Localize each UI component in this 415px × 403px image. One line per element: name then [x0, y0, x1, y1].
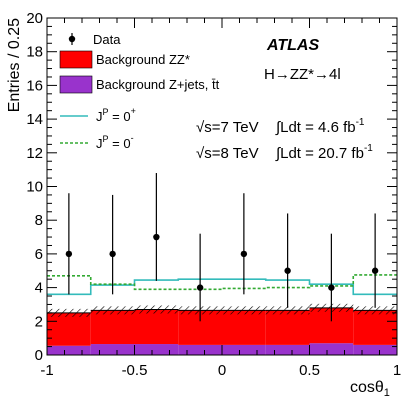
y-tick-labels: 0 2 4 6 8 10 12 14 16 18 20 [26, 10, 43, 364]
x-tick-label-1: -0.5 [122, 362, 148, 379]
lumi-8tev-value: ∫Ldt = 20.7 fb [275, 145, 364, 162]
legend: Data Background ZZ* Background Z+jets, t… [59, 32, 220, 151]
bar-zjets-2 [134, 344, 179, 355]
x-axis-title-sub: 1 [384, 387, 390, 399]
data-point-2 [153, 233, 160, 241]
legend-zjets-label: Background Z+jets, t̄t [96, 77, 220, 92]
data-point-4 [240, 250, 248, 258]
bar-zz-2 [134, 309, 179, 345]
x-axis-title-main: cosθ [350, 379, 384, 396]
bar-zz-4 [222, 310, 266, 345]
y-tick-label-6: 12 [26, 145, 43, 162]
data-point-1 [109, 250, 116, 258]
legend-data-label: Data [93, 32, 121, 47]
y-tick-label-1: 2 [35, 313, 43, 330]
y-axis-title: Entries / 0.25 [6, 18, 23, 112]
legend-zz-swatch [59, 50, 93, 69]
x-tick-label-3: 0.5 [299, 362, 320, 379]
x-tick-label-4: 1 [393, 362, 401, 379]
y-tick-label-0: 0 [35, 347, 43, 364]
data-point-0 [65, 250, 73, 258]
bar-zz-7 [353, 310, 397, 345]
y-tick-label-3: 6 [35, 246, 43, 263]
bar-zjets-3 [178, 344, 222, 355]
legend-0plus-label: JP = 0+ [96, 106, 136, 124]
process-label: H→ZZ*→4l [264, 66, 341, 83]
x-axis-title: cosθ1 [350, 379, 390, 399]
legend-0minus-mid: = 0 [109, 136, 131, 151]
energy-7tev: √s=7 TeV [196, 119, 259, 136]
x-tick-label-0: -1 [40, 362, 53, 379]
bar-zjets-4 [222, 344, 266, 355]
y-tick-label-5: 10 [26, 179, 43, 196]
x-tick-label-2: 0 [218, 362, 226, 379]
legend-0plus-sup2: + [131, 106, 136, 116]
legend-0plus-mid: = 0 [109, 109, 131, 124]
y-tick-label-7: 14 [26, 111, 43, 128]
data-point-3 [196, 284, 204, 291]
atlas-label: ATLAS [266, 37, 319, 54]
bar-zz-1 [90, 310, 135, 345]
y-tick-label-2: 4 [35, 280, 43, 297]
bar-zjets-6 [309, 343, 354, 355]
line-jp-0minus [47, 274, 397, 291]
legend-0plus-sup1: P [103, 107, 109, 117]
y-tick-label-10: 20 [26, 10, 43, 27]
bar-zjets-7 [353, 344, 397, 355]
lumi-8tev-unit-sup: -1 [364, 143, 373, 154]
data-point-6 [328, 284, 335, 291]
bar-zjets-5 [265, 344, 310, 355]
x-tick-labels: -1 -0.5 0 0.5 1 [40, 362, 401, 379]
legend-zjets-swatch [59, 75, 93, 94]
legend-zz-label: Background ZZ* [96, 52, 190, 67]
lumi-8tev: ∫Ldt = 20.7 fb-1 [275, 143, 373, 162]
bar-zjets-0 [47, 345, 91, 355]
data-point-7 [371, 267, 379, 274]
signal-hypothesis-lines [47, 274, 397, 296]
lumi-7tev-value: ∫Ldt = 4.6 fb [275, 119, 356, 136]
lumi-7tev-unit-sup: -1 [356, 117, 365, 128]
legend-0minus-sup1: P [103, 134, 109, 144]
axis-ticks [46, 17, 398, 356]
data-point-5 [284, 267, 291, 274]
y-tick-label-9: 18 [26, 44, 43, 61]
y-tick-label-4: 8 [35, 212, 43, 229]
legend-0plus-j: J [96, 109, 103, 124]
bar-zz-5 [265, 310, 310, 345]
legend-0minus-label: JP = 0- [96, 133, 134, 151]
bar-zz-0 [47, 312, 91, 346]
energy-8tev: √s=8 TeV [196, 145, 259, 162]
lumi-7tev: ∫Ldt = 4.6 fb-1 [275, 117, 365, 136]
legend-0minus-j: J [96, 136, 103, 151]
data-points [65, 173, 379, 322]
bar-zjets-1 [90, 344, 135, 355]
y-tick-label-8: 16 [26, 77, 43, 94]
legend-0minus-sup2: - [131, 133, 134, 143]
line-jp-0plus [47, 278, 397, 296]
